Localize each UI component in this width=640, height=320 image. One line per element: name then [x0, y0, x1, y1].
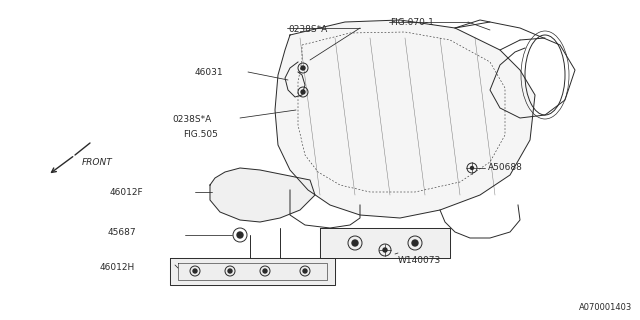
Circle shape — [228, 269, 232, 273]
Text: FIG.070-1: FIG.070-1 — [390, 18, 434, 27]
Circle shape — [263, 269, 267, 273]
Text: A50688: A50688 — [488, 163, 523, 172]
Circle shape — [301, 90, 305, 94]
Polygon shape — [320, 228, 450, 258]
Circle shape — [193, 269, 197, 273]
Polygon shape — [170, 258, 335, 285]
Text: FIG.505: FIG.505 — [183, 130, 218, 139]
Text: A070001403: A070001403 — [579, 303, 632, 312]
Circle shape — [352, 240, 358, 246]
Text: W140073: W140073 — [398, 256, 441, 265]
Circle shape — [303, 269, 307, 273]
Text: 46031: 46031 — [195, 68, 223, 77]
Circle shape — [412, 240, 418, 246]
Polygon shape — [210, 168, 315, 222]
Text: 0238S*A: 0238S*A — [172, 115, 211, 124]
Text: 45687: 45687 — [108, 228, 136, 237]
Text: 46012H: 46012H — [100, 263, 135, 272]
Text: FRONT: FRONT — [82, 158, 113, 167]
Circle shape — [301, 66, 305, 70]
Circle shape — [470, 166, 474, 170]
Circle shape — [237, 232, 243, 238]
Text: 46012F: 46012F — [110, 188, 143, 197]
Polygon shape — [275, 20, 535, 218]
Circle shape — [383, 248, 387, 252]
Text: 0238S*A: 0238S*A — [288, 25, 327, 34]
